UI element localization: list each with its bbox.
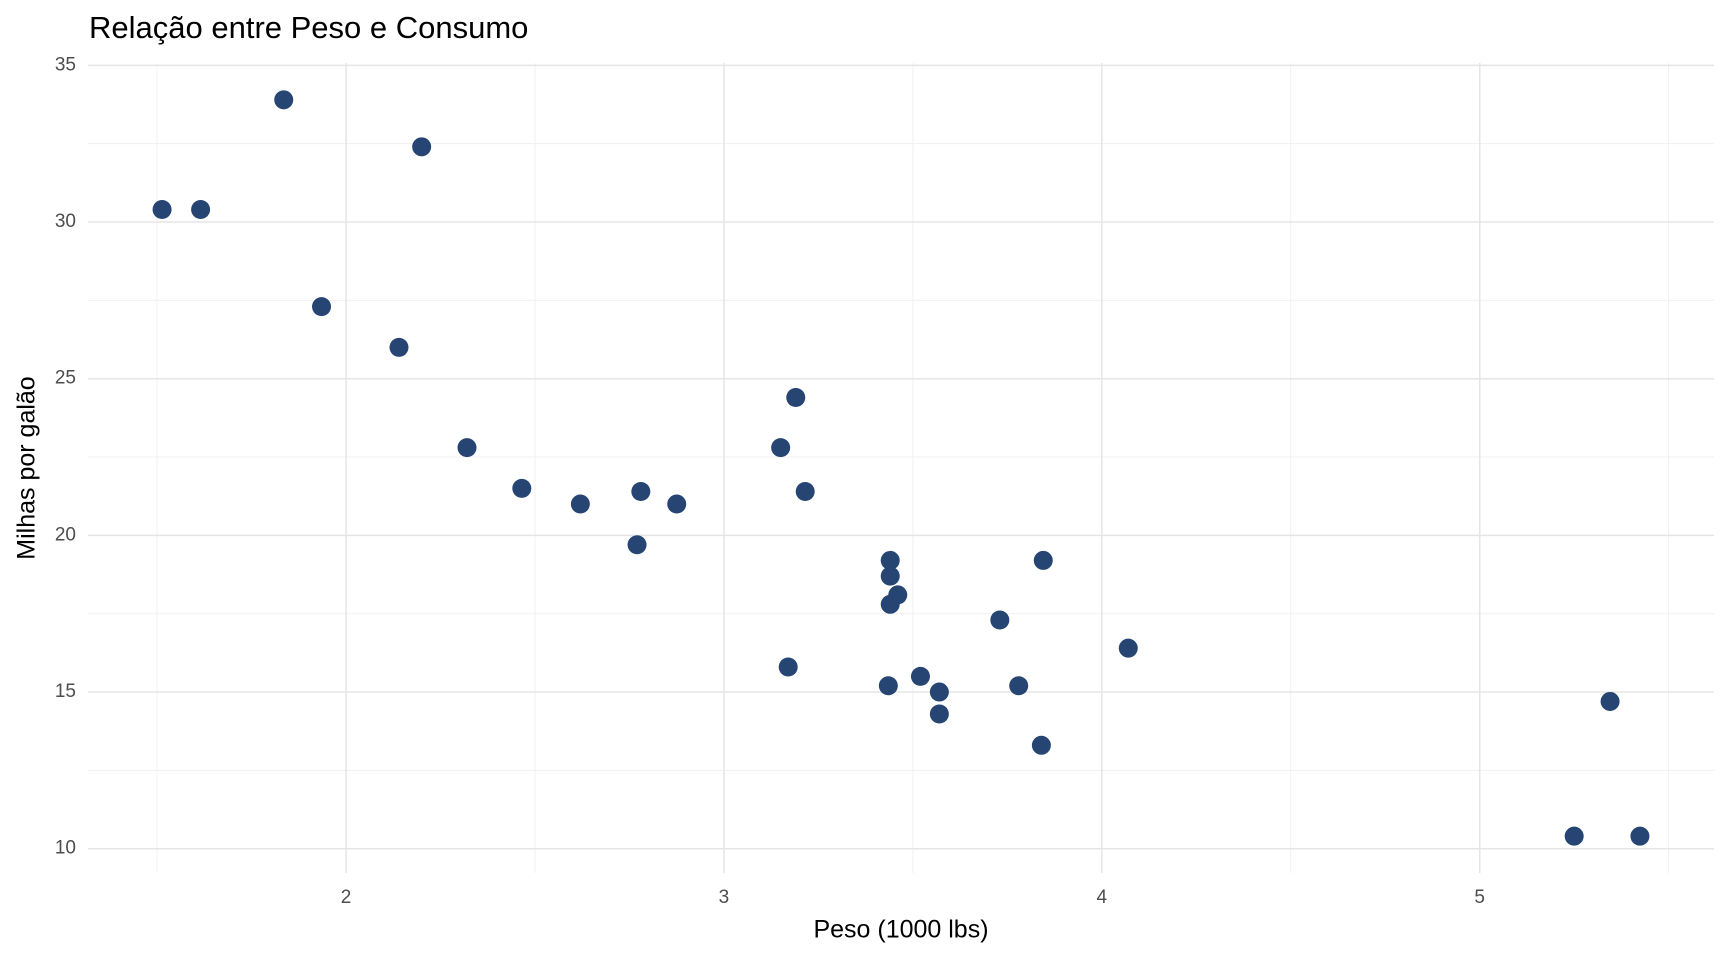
y-axis-title: Milhas por galão bbox=[13, 376, 41, 559]
point bbox=[1564, 826, 1584, 846]
point bbox=[570, 494, 590, 514]
point bbox=[312, 297, 332, 317]
point bbox=[389, 337, 409, 357]
point bbox=[274, 90, 294, 110]
point bbox=[795, 482, 815, 502]
point bbox=[778, 657, 798, 677]
x-tick-label: 5 bbox=[1474, 887, 1485, 908]
point bbox=[412, 137, 432, 157]
y-tick-label: 10 bbox=[55, 838, 76, 859]
point bbox=[771, 438, 791, 458]
point bbox=[667, 494, 687, 514]
point bbox=[786, 387, 806, 407]
point bbox=[512, 478, 532, 498]
point bbox=[880, 594, 900, 614]
point bbox=[1630, 826, 1650, 846]
y-tick-label: 30 bbox=[55, 211, 76, 232]
point bbox=[631, 482, 651, 502]
point bbox=[880, 566, 900, 586]
point bbox=[880, 550, 900, 570]
x-tick-label: 3 bbox=[719, 887, 730, 908]
point bbox=[878, 676, 898, 696]
point bbox=[152, 199, 172, 219]
point bbox=[1600, 691, 1620, 711]
point bbox=[191, 199, 211, 219]
x-tick-label: 4 bbox=[1097, 887, 1108, 908]
point bbox=[627, 535, 647, 555]
point bbox=[1033, 550, 1053, 570]
y-tick-label: 25 bbox=[55, 368, 76, 389]
y-tick-label: 20 bbox=[55, 524, 76, 545]
point bbox=[990, 610, 1010, 630]
point bbox=[1118, 638, 1138, 658]
x-tick-label: 2 bbox=[341, 887, 352, 908]
point bbox=[910, 666, 930, 686]
point bbox=[929, 704, 949, 724]
chart-title: Relação entre Peso e Consumo bbox=[89, 10, 528, 45]
point bbox=[1031, 735, 1051, 755]
point bbox=[929, 682, 949, 702]
y-tick-label: 15 bbox=[55, 681, 76, 702]
x-axis-title: Peso (1000 lbs) bbox=[813, 916, 988, 944]
point bbox=[1009, 676, 1029, 696]
y-tick-label: 35 bbox=[55, 54, 76, 75]
point bbox=[457, 438, 477, 458]
